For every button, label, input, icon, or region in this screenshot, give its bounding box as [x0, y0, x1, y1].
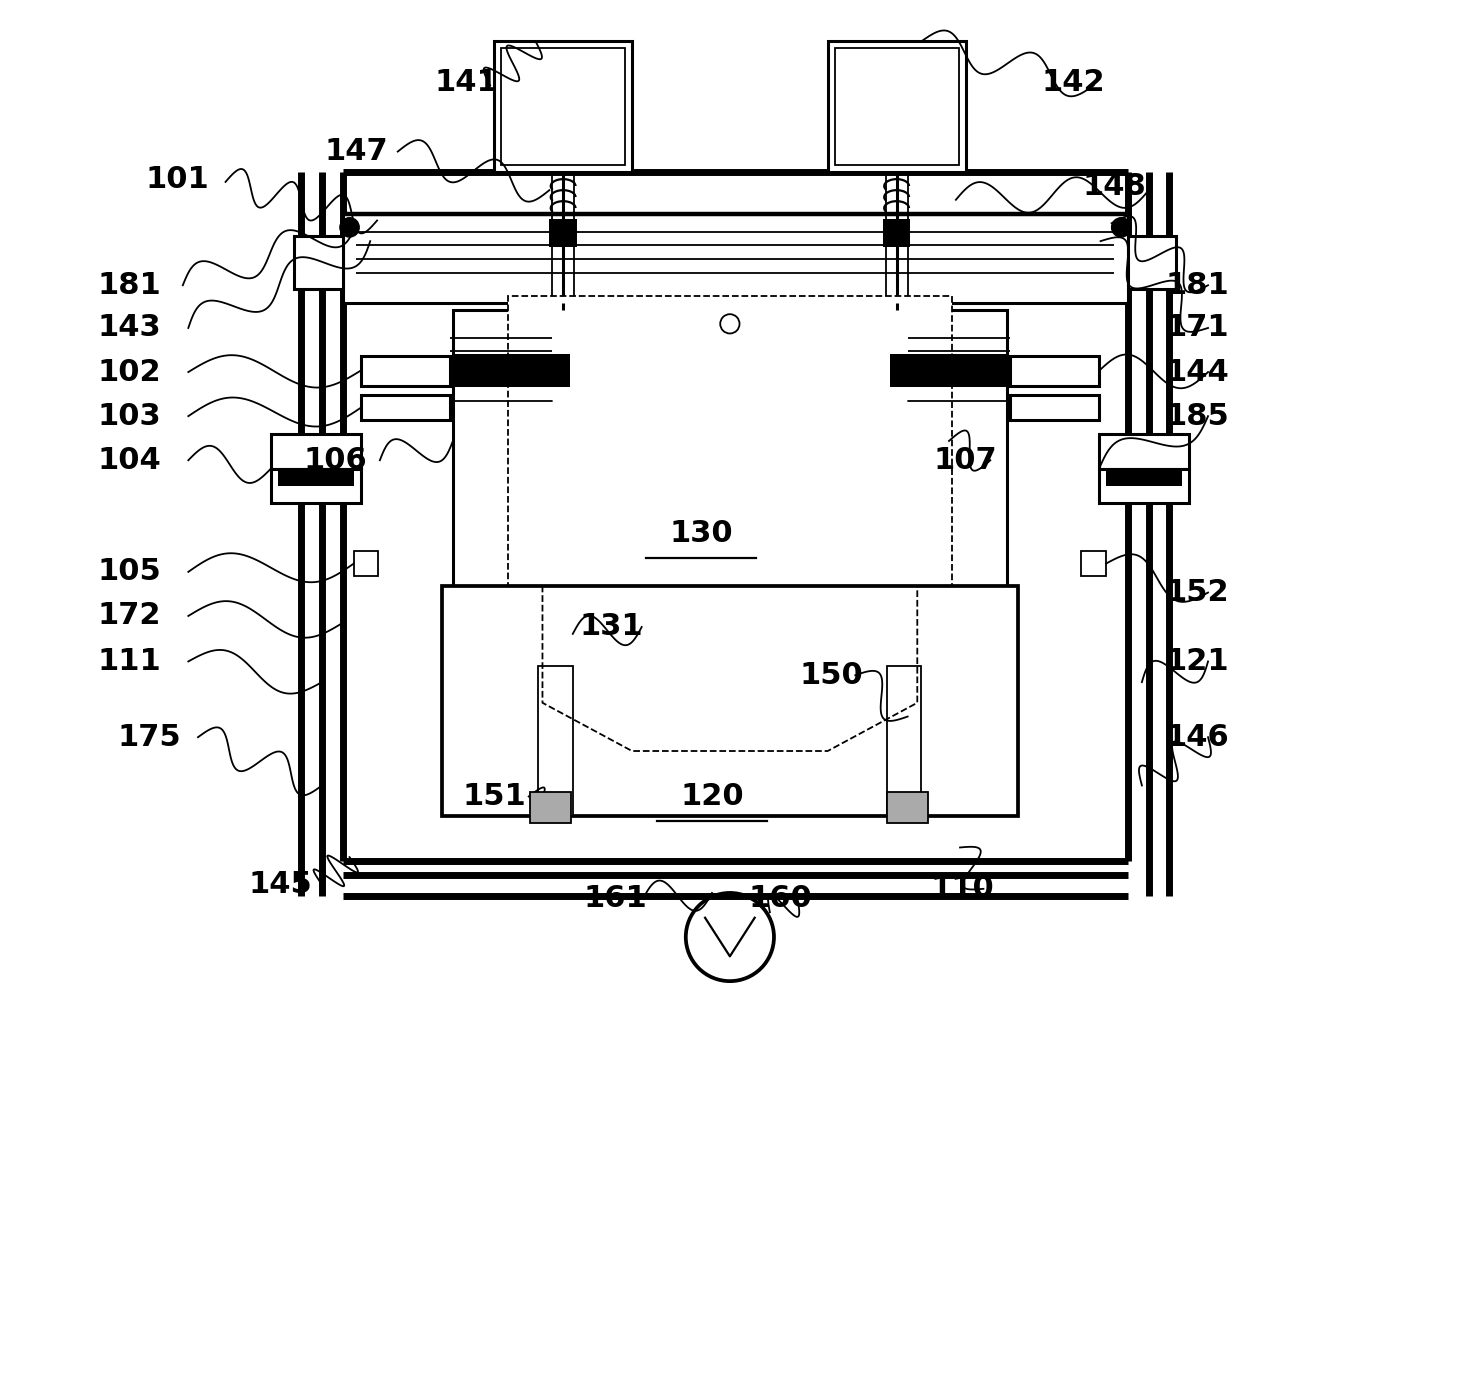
Bar: [271, 434, 360, 469]
Text: 185: 185: [1166, 401, 1228, 431]
Text: 172: 172: [98, 601, 160, 631]
Text: 130: 130: [669, 518, 733, 548]
Bar: [890, 354, 1007, 387]
Bar: [883, 219, 911, 247]
Bar: [538, 666, 573, 816]
Text: 110: 110: [931, 874, 995, 904]
Circle shape: [1112, 218, 1131, 237]
Text: 175: 175: [118, 722, 182, 752]
Text: 161: 161: [584, 883, 647, 914]
Text: 181: 181: [1166, 270, 1228, 300]
Text: 131: 131: [580, 612, 643, 642]
Text: 120: 120: [680, 781, 743, 812]
Text: 102: 102: [98, 357, 160, 387]
Bar: [530, 792, 571, 823]
Text: 147: 147: [325, 136, 388, 167]
Bar: [1106, 470, 1182, 486]
Bar: [278, 470, 354, 486]
Circle shape: [339, 218, 360, 237]
Text: 103: 103: [98, 401, 160, 431]
Text: 148: 148: [1083, 171, 1147, 201]
Bar: [453, 354, 570, 387]
Text: 111: 111: [98, 646, 160, 677]
Text: 171: 171: [1166, 313, 1228, 343]
Bar: [508, 296, 951, 586]
Bar: [441, 586, 1018, 816]
Bar: [890, 310, 1007, 586]
Bar: [453, 310, 570, 586]
Bar: [828, 41, 966, 172]
Bar: [494, 41, 632, 172]
Bar: [1010, 356, 1099, 386]
Text: 105: 105: [98, 557, 160, 587]
Text: 101: 101: [146, 164, 210, 194]
Text: 151: 151: [462, 781, 526, 812]
Text: 107: 107: [934, 445, 998, 475]
Text: 150: 150: [800, 660, 864, 690]
Text: 146: 146: [1166, 722, 1228, 752]
Bar: [271, 469, 360, 503]
Text: 144: 144: [1166, 357, 1228, 387]
Bar: [360, 395, 450, 420]
Text: 104: 104: [98, 445, 160, 475]
Bar: [1010, 395, 1099, 420]
Text: 181: 181: [98, 270, 160, 300]
Bar: [1081, 551, 1106, 576]
Text: 121: 121: [1166, 646, 1228, 677]
Text: 145: 145: [249, 870, 312, 900]
Bar: [1099, 469, 1189, 503]
Text: 160: 160: [749, 883, 813, 914]
Bar: [294, 236, 342, 289]
Bar: [1128, 236, 1176, 289]
Bar: [887, 666, 921, 816]
Text: 141: 141: [434, 68, 498, 98]
Text: 142: 142: [1042, 68, 1104, 98]
Bar: [549, 219, 577, 247]
Bar: [342, 214, 1128, 303]
Bar: [360, 356, 450, 386]
Text: 106: 106: [305, 445, 367, 475]
Bar: [835, 48, 959, 165]
Text: 143: 143: [98, 313, 160, 343]
Bar: [1099, 434, 1189, 469]
Bar: [501, 48, 625, 165]
Bar: [887, 792, 928, 823]
Bar: [354, 551, 379, 576]
Text: 152: 152: [1166, 577, 1228, 608]
